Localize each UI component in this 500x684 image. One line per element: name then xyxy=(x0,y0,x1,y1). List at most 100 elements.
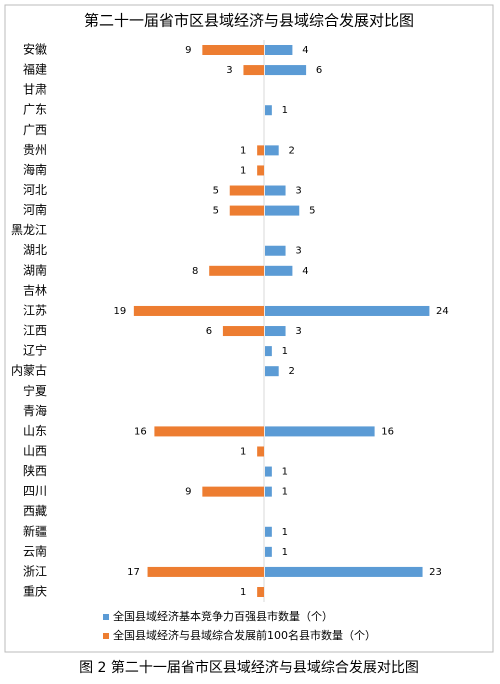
category-label: 山西 xyxy=(23,444,47,458)
bar xyxy=(265,486,272,497)
bar xyxy=(265,305,430,316)
category-label: 重庆 xyxy=(23,585,47,599)
category-label: 河北 xyxy=(23,183,47,197)
bar xyxy=(257,587,264,597)
legend-label: 全国县域经济基本竞争力百强县市数量（个） xyxy=(113,609,333,623)
data-label: 4 xyxy=(302,45,308,56)
bar xyxy=(257,145,264,156)
bar xyxy=(243,65,264,76)
data-label: 8 xyxy=(192,266,198,277)
category-label: 陕西 xyxy=(23,463,47,478)
category-label: 海南 xyxy=(23,162,47,177)
category-label: 湖北 xyxy=(23,242,47,257)
bar xyxy=(265,65,307,76)
chart-title: 第二十一届省市区县域经济与县域综合发展对比图 xyxy=(84,12,414,30)
category-label: 青海 xyxy=(23,403,47,418)
bar xyxy=(265,265,293,276)
data-label: 3 xyxy=(295,246,301,257)
bar xyxy=(265,45,293,55)
category-label: 湖南 xyxy=(23,262,47,277)
category-label: 黑龙江 xyxy=(11,223,47,237)
data-label: 3 xyxy=(295,326,301,337)
bar xyxy=(265,466,272,477)
data-label: 2 xyxy=(289,145,295,156)
bar xyxy=(202,45,264,55)
data-label: 4 xyxy=(302,266,308,277)
bar xyxy=(265,526,272,537)
category-label: 河南 xyxy=(23,202,47,217)
category-label: 西藏 xyxy=(23,504,47,518)
caption: 图 2 第二十一届省市区县域经济与县域综合发展对比图 xyxy=(79,659,419,676)
category-label: 江苏 xyxy=(23,303,47,317)
bar xyxy=(265,346,272,357)
legend-label: 全国县域经济与县域综合发展前100名县市数量（个） xyxy=(113,628,376,642)
bar xyxy=(222,326,264,337)
data-label: 1 xyxy=(240,587,246,598)
data-label: 3 xyxy=(226,65,232,76)
data-label: 3 xyxy=(295,186,301,197)
category-label: 福建 xyxy=(23,62,47,77)
data-label: 1 xyxy=(240,446,246,457)
data-label: 9 xyxy=(185,45,191,56)
bar xyxy=(257,165,264,176)
bar xyxy=(147,566,264,577)
category-label: 安徽 xyxy=(23,42,47,57)
data-label: 1 xyxy=(282,105,288,116)
data-label: 5 xyxy=(213,206,219,217)
category-label: 四川 xyxy=(23,484,47,498)
bar xyxy=(265,245,286,256)
legend-swatch xyxy=(103,633,109,639)
data-label: 1 xyxy=(240,145,246,156)
bar xyxy=(133,305,264,316)
bar xyxy=(265,145,279,156)
data-label: 17 xyxy=(127,567,140,578)
data-label: 16 xyxy=(381,426,394,437)
data-label: 9 xyxy=(185,487,191,498)
category-label: 广东 xyxy=(23,103,47,117)
bar xyxy=(202,486,264,497)
bar xyxy=(229,185,264,196)
data-label: 16 xyxy=(134,426,147,437)
bar xyxy=(265,366,279,377)
category-label: 吉林 xyxy=(23,283,47,297)
bar xyxy=(265,426,375,437)
bar xyxy=(209,265,264,276)
bar xyxy=(265,546,272,557)
bar xyxy=(229,205,264,216)
data-label: 1 xyxy=(240,165,246,176)
category-label: 浙江 xyxy=(23,564,47,578)
data-label: 1 xyxy=(282,487,288,498)
category-label: 内蒙古 xyxy=(11,363,47,378)
bar xyxy=(154,426,264,437)
bar xyxy=(265,205,300,216)
data-label: 1 xyxy=(282,527,288,538)
category-label: 江西 xyxy=(23,324,47,338)
category-label: 新疆 xyxy=(23,523,47,538)
category-label: 山东 xyxy=(23,424,47,438)
category-label: 贵州 xyxy=(23,143,47,157)
data-label: 5 xyxy=(309,206,315,217)
data-label: 5 xyxy=(213,186,219,197)
data-label: 6 xyxy=(316,65,322,76)
category-label: 甘肃 xyxy=(23,83,47,97)
category-label: 辽宁 xyxy=(23,343,47,358)
data-label: 19 xyxy=(113,306,126,317)
data-label: 1 xyxy=(282,547,288,558)
category-label: 云南 xyxy=(23,543,47,558)
bar xyxy=(257,446,264,457)
bar xyxy=(265,185,286,196)
bar xyxy=(265,326,286,337)
data-label: 6 xyxy=(206,326,212,337)
bar xyxy=(265,566,423,577)
data-label: 1 xyxy=(282,346,288,357)
data-label: 2 xyxy=(289,366,295,377)
data-label: 1 xyxy=(282,467,288,478)
bar xyxy=(265,105,272,116)
data-label: 23 xyxy=(429,567,442,578)
category-label: 广西 xyxy=(23,123,47,137)
data-label: 24 xyxy=(436,306,449,317)
category-label: 宁夏 xyxy=(23,383,47,398)
legend-swatch xyxy=(103,614,109,620)
